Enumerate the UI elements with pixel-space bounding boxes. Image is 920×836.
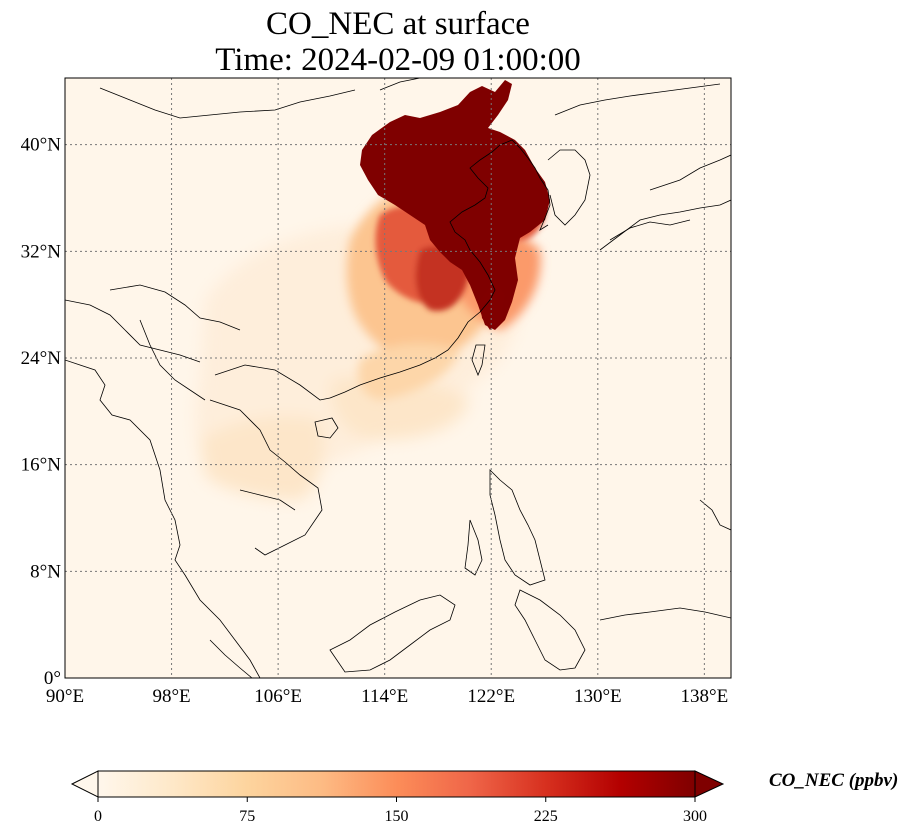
- lon-tick-label: 98°E: [152, 686, 190, 707]
- lon-tick-label: 90°E: [46, 686, 84, 707]
- lon-tick-label: 138°E: [681, 686, 729, 707]
- map-subtitle-time: Time: 2024-02-09 01:00:00: [215, 42, 581, 78]
- gridlines: [65, 78, 731, 678]
- colorbar: 0 75 150 225 300: [70, 770, 725, 825]
- colorbar-extend-min: [70, 770, 99, 798]
- concentration-field: [65, 78, 731, 678]
- plume-max: [360, 80, 550, 330]
- colorbar-tick-label: 150: [385, 808, 409, 825]
- lon-tick-label: 130°E: [574, 686, 622, 707]
- lat-tick-label: 16°N: [21, 455, 62, 476]
- lat-tick-label: 8°N: [30, 561, 61, 582]
- lat-axis: 0° 8°N 16°N 24°N 32°N 40°N: [21, 135, 62, 689]
- lat-tick-label: 40°N: [21, 135, 62, 156]
- lat-tick-label: 0°: [44, 668, 61, 689]
- lon-tick-label: 114°E: [361, 686, 408, 707]
- lon-tick-label: 122°E: [467, 686, 515, 707]
- colorbar-tick-label: 0: [94, 808, 102, 825]
- colorbar-extend-max: [694, 770, 725, 798]
- colorbar-ramp: [97, 770, 696, 798]
- lon-axis: 90°E 98°E 106°E 114°E 122°E 130°E 138°E: [46, 686, 728, 707]
- colorbar-tick-label: 75: [239, 808, 255, 825]
- lat-tick-label: 24°N: [21, 348, 62, 369]
- colorbar-tick-label: 300: [683, 808, 707, 825]
- lat-tick-label: 32°N: [21, 241, 62, 262]
- colorbar-ticks: 0 75 150 225 300: [94, 797, 707, 825]
- map-frame: [64, 77, 732, 679]
- colorbar-tick-label: 225: [534, 808, 558, 825]
- coastlines: [65, 78, 731, 678]
- map-title: CO_NEC at surface: [266, 6, 530, 42]
- lon-tick-label: 106°E: [254, 686, 302, 707]
- colorbar-title: CO_NEC (ppbv): [769, 770, 899, 791]
